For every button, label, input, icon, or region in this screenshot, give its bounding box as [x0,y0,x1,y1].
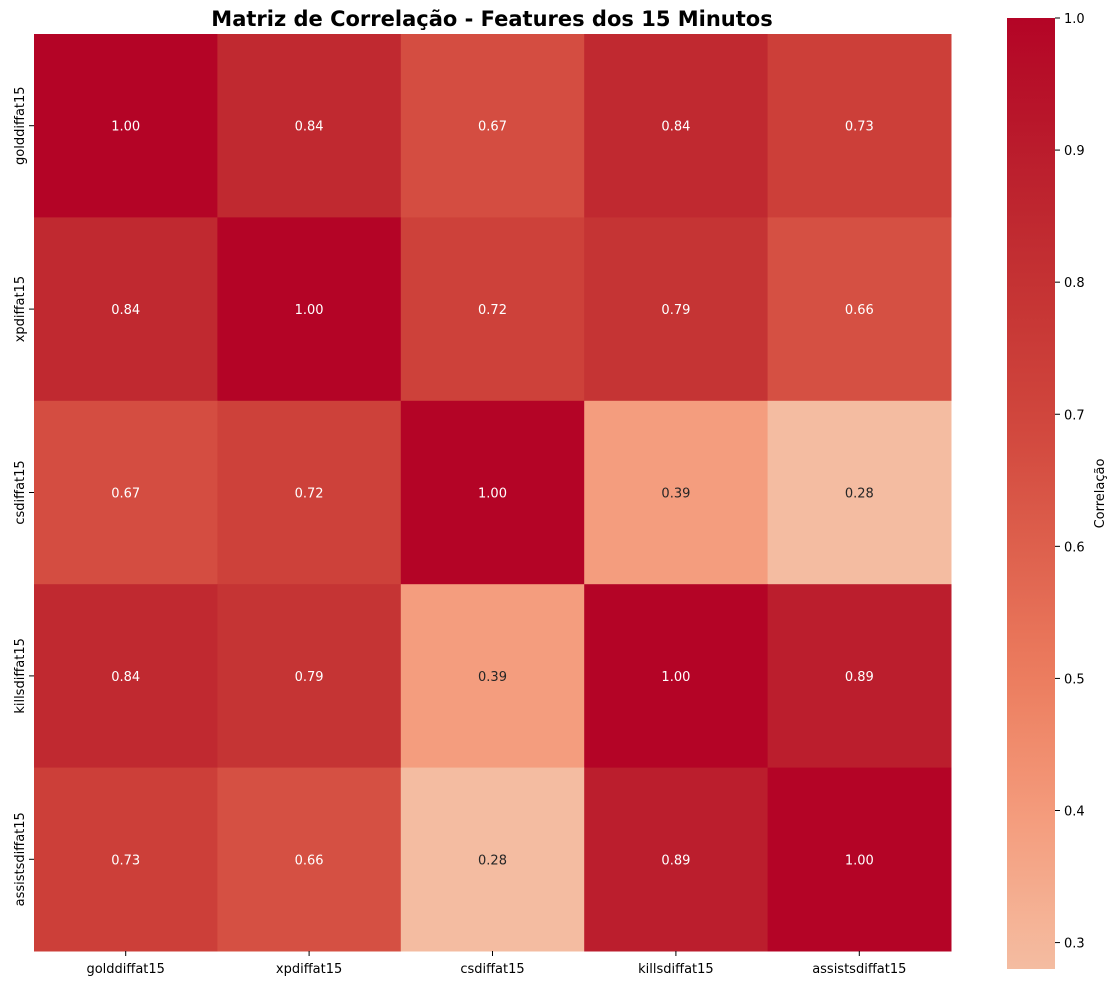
cell-value-label-2-2: 1.00 [478,487,507,502]
cell-value-label-3-0: 0.84 [111,670,140,685]
x-tick-label: xpdiffat15 [276,962,342,977]
colorbar-tick-label: 0.8 [1064,276,1085,291]
cell-value-label-2-4: 0.28 [845,487,874,502]
heatmap-cell-3-2 [400,584,585,769]
cell-value-label-1-0: 0.84 [111,303,140,318]
colorbar-tick-label: 1.0 [1064,12,1085,27]
x-tick-label: killsdiffat15 [638,962,714,977]
y-tick-label: assistsdiffat15 [13,812,28,906]
heatmap-cell-4-3 [584,767,769,952]
y-tick-label: golddiffat15 [13,86,28,165]
y-axis-tick-labels: golddiffat15 xpdiffat15 csdiffat15 killsdif… [13,86,34,906]
x-tick-label: assistsdiffat15 [812,962,906,977]
cell-value-label-4-2: 0.28 [478,853,507,868]
cell-value-label-1-4: 0.66 [845,303,874,318]
cell-value-label-1-1: 1.00 [295,303,324,318]
cell-value-label-3-4: 0.89 [845,670,874,685]
heatmap-cells: 1.00 0.84 0.67 0.84 0.73 0.84 1.00 0.72 0.79 0.66… [34,34,952,952]
heatmap-cell-2-0 [34,400,218,585]
heatmap-cell-2-4 [767,400,952,585]
heatmap-cell-4-0 [34,767,218,952]
cell-value-label-2-3: 0.39 [661,487,690,502]
heatmap-cell-2-3 [584,400,769,585]
colorbar-ticks: 0.3 0.4 0.5 0.6 0.7 0.8 0.9 1.0 [1055,12,1085,952]
cell-value-label-3-2: 0.39 [478,670,507,685]
colorbar: 0.3 0.4 0.5 0.6 0.7 0.8 0.9 1.0 Correlação [1007,12,1108,969]
cell-value-label-2-1: 0.72 [295,487,324,502]
heatmap-cell-4-4 [767,767,952,952]
y-tick-label: killsdiffat15 [13,638,28,714]
cell-value-label-0-2: 0.67 [478,120,507,135]
colorbar-gradient [1007,18,1055,969]
colorbar-tick-label: 0.4 [1064,805,1085,820]
heatmap-cell-1-0 [34,217,218,402]
cell-value-label-3-1: 0.79 [295,670,324,685]
y-tick-label: xpdiffat15 [13,276,28,342]
cell-value-label-0-3: 0.84 [661,120,690,135]
colorbar-tick-label: 0.5 [1064,672,1085,687]
heatmap-cell-0-4 [767,34,952,218]
cell-value-label-1-3: 0.79 [661,303,690,318]
heatmap-cell-4-1 [217,767,402,952]
heatmap-cell-0-3 [584,34,769,218]
cell-value-label-0-1: 0.84 [295,120,324,135]
x-tick-label: csdiffat15 [460,962,524,977]
heatmap-cell-3-1 [217,584,402,769]
y-tick-label: csdiffat15 [13,460,28,524]
x-axis-tick-labels: golddiffat15 xpdiffat15 csdiffat15 killsdif… [86,951,906,977]
heatmap-cell-3-0 [34,584,218,769]
heatmap-cell-3-3 [584,584,769,769]
cell-value-label-3-3: 1.00 [661,670,690,685]
heatmap-cell-0-2 [400,34,585,218]
cell-value-label-0-4: 0.73 [845,120,874,135]
cell-value-label-4-3: 0.89 [661,853,690,868]
heatmap-cell-1-2 [400,217,585,402]
cell-value-label-1-2: 0.72 [478,303,507,318]
heatmap-cell-2-1 [217,400,402,585]
colorbar-tick-label: 0.3 [1064,937,1085,952]
cell-value-label-4-1: 0.66 [295,853,324,868]
colorbar-tick-label: 0.9 [1064,144,1085,159]
heatmap-cell-1-3 [584,217,769,402]
cell-value-label-4-4: 1.00 [845,853,874,868]
x-tick-label: golddiffat15 [86,962,165,977]
heatmap-cell-0-1 [217,34,402,218]
heatmap-cell-2-2 [400,400,585,585]
heatmap-cell-1-1 [217,217,402,402]
colorbar-tick-label: 0.7 [1064,408,1085,423]
heatmap-cell-3-4 [767,584,952,769]
cell-value-label-0-0: 1.00 [111,120,140,135]
colorbar-tick-label: 0.6 [1064,540,1085,555]
chart-title: Matriz de Correlação - Features dos 15 M… [211,7,772,31]
heatmap-cell-0-0 [34,34,218,218]
heatmap-cell-4-2 [400,767,585,952]
colorbar-label: Correlação [1093,459,1108,529]
cell-value-label-4-0: 0.73 [111,853,140,868]
heatmap-cell-1-4 [767,217,952,402]
cell-value-label-2-0: 0.67 [111,487,140,502]
